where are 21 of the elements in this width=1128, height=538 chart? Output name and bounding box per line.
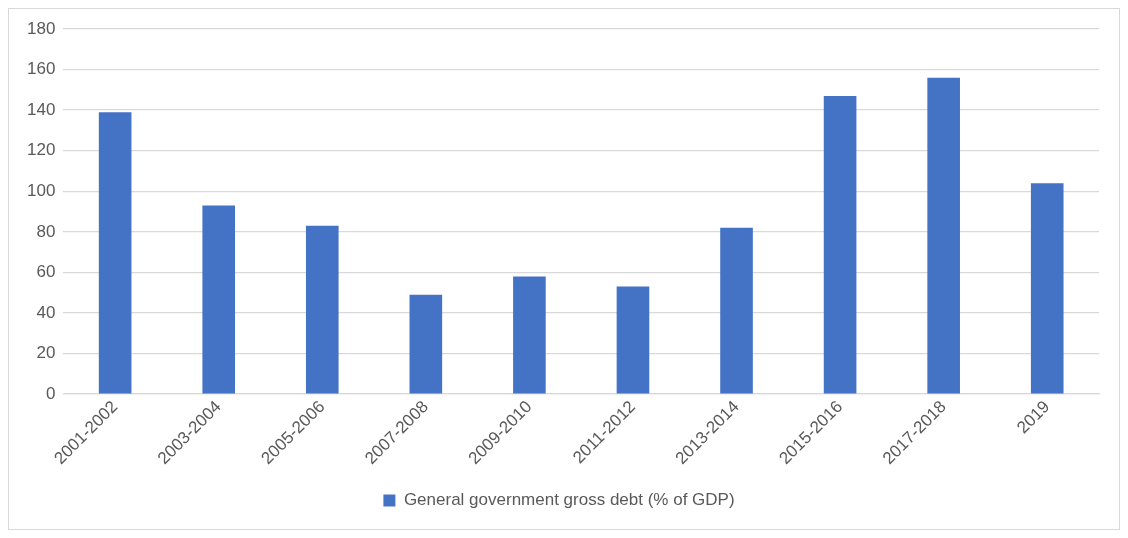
- y-tick-label: 0: [45, 383, 56, 403]
- y-tick-label: 60: [36, 262, 56, 282]
- y-tick-label: 40: [36, 302, 56, 322]
- y-tick-label: 80: [36, 221, 56, 241]
- bar: [616, 286, 650, 394]
- bar: [305, 225, 339, 394]
- bar: [1030, 183, 1064, 394]
- bar: [513, 276, 546, 394]
- y-tick-label: 120: [26, 140, 56, 160]
- y-tick-label: 180: [26, 18, 56, 38]
- legend-label: General government gross debt (% of GDP): [403, 490, 735, 510]
- bar: [927, 77, 960, 394]
- bar: [98, 112, 132, 394]
- bar: [823, 95, 857, 394]
- y-tick-label: 20: [36, 343, 56, 363]
- y-tick-label: 100: [26, 180, 56, 200]
- bar: [720, 227, 753, 394]
- bar: [409, 294, 443, 394]
- y-tick-label: 140: [26, 99, 56, 119]
- y-tick-label: 160: [26, 59, 56, 79]
- bar: [202, 205, 236, 394]
